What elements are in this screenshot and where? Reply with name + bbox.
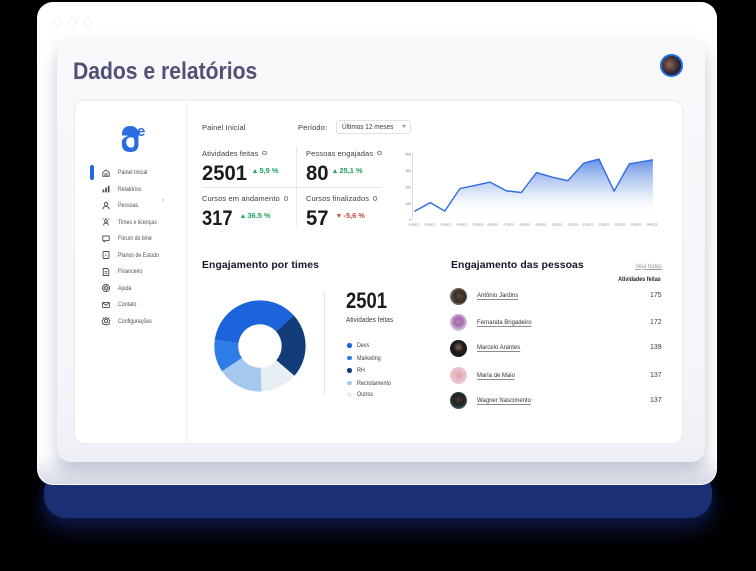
svg-text:01/2022: 01/2022: [599, 223, 610, 227]
svg-text:0: 0: [409, 218, 411, 222]
svg-text:02/2021: 02/2021: [425, 223, 436, 227]
svg-text:200: 200: [406, 186, 412, 190]
svg-text:07/2021: 07/2021: [504, 223, 515, 227]
svg-text:09/2021: 09/2021: [536, 223, 547, 227]
svg-text:03/2021: 03/2021: [441, 223, 452, 227]
svg-text:10/2021: 10/2021: [552, 223, 563, 227]
svg-text:04/2021: 04/2021: [457, 223, 468, 227]
svg-text:02/2022: 02/2022: [615, 223, 626, 227]
svg-text:08/2021: 08/2021: [520, 223, 531, 227]
svg-text:03/2022: 03/2022: [631, 223, 642, 227]
svg-text:11/2021: 11/2021: [568, 223, 579, 227]
svg-text:04/2022: 04/2022: [647, 223, 658, 227]
svg-text:12/2021: 12/2021: [583, 223, 594, 227]
svg-text:100: 100: [406, 202, 412, 206]
svg-text:A: A: [104, 253, 108, 258]
svg-text:01/2021: 01/2021: [409, 223, 420, 227]
svg-text:300: 300: [406, 169, 412, 173]
svg-text:400: 400: [406, 153, 412, 157]
svg-text:06/2021: 06/2021: [488, 223, 499, 227]
svg-text:05/2021: 05/2021: [473, 223, 484, 227]
